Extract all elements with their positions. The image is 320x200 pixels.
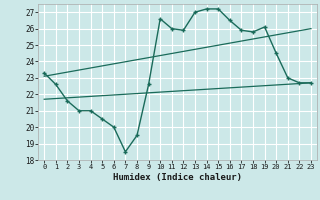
X-axis label: Humidex (Indice chaleur): Humidex (Indice chaleur) — [113, 173, 242, 182]
